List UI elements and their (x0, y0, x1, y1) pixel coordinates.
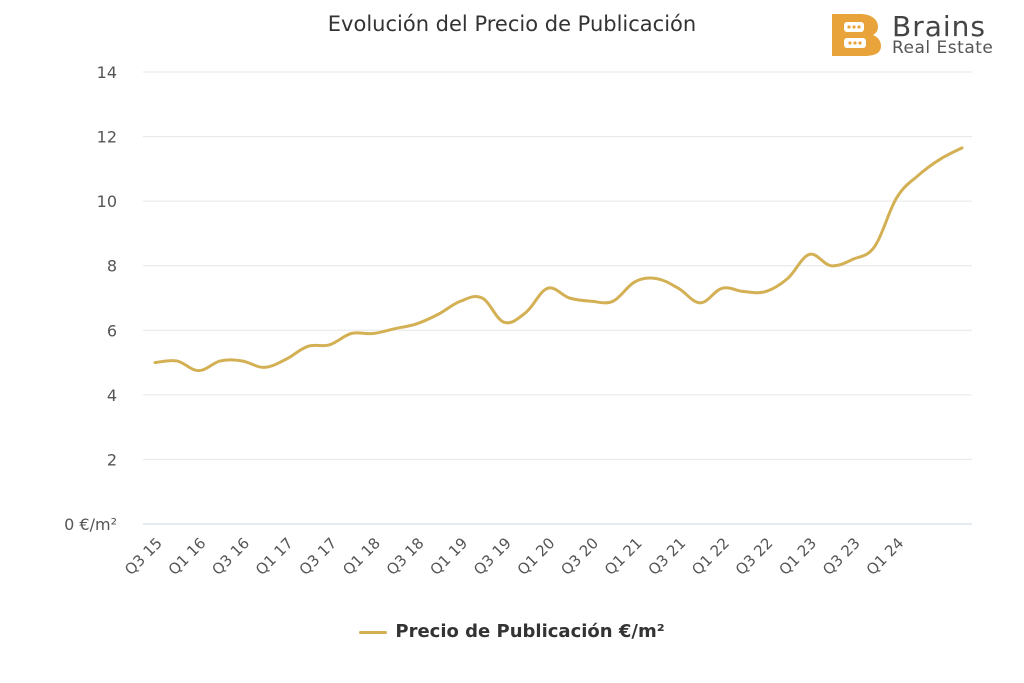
data-point[interactable] (653, 275, 661, 283)
data-point[interactable] (740, 288, 748, 296)
data-point[interactable] (413, 320, 421, 328)
x-tick-label: Q1 17 (252, 534, 297, 579)
y-axis-ticks: 0 €/m² 2 4 6 8 10 12 14 (64, 63, 117, 534)
chart-title: Evolución del Precio de Publicación (327, 12, 697, 36)
data-point[interactable] (936, 155, 944, 163)
data-point[interactable] (893, 194, 901, 202)
brand-name: Brains (892, 10, 986, 43)
data-point[interactable] (260, 363, 268, 371)
y-tick-label: 4 (107, 386, 117, 405)
data-point[interactable] (718, 284, 726, 292)
y-tick-label: 0 €/m² (64, 515, 117, 534)
series-layer (151, 144, 966, 375)
x-tick-label: Q1 18 (339, 534, 384, 579)
data-point[interactable] (347, 330, 355, 338)
x-tick-label: Q1 16 (165, 534, 210, 579)
data-point[interactable] (325, 341, 333, 349)
data-point[interactable] (522, 309, 530, 317)
data-point[interactable] (151, 359, 159, 367)
data-point[interactable] (609, 297, 617, 305)
data-point[interactable] (369, 330, 377, 338)
data-point[interactable] (565, 294, 573, 302)
y-tick-label: 6 (107, 321, 117, 340)
y-tick-label: 2 (107, 450, 117, 469)
x-tick-label: Q3 22 (732, 534, 777, 579)
data-point[interactable] (500, 318, 508, 326)
brand-logo-icon (832, 14, 881, 56)
data-point[interactable] (173, 357, 181, 365)
data-point[interactable] (871, 242, 879, 250)
x-tick-label: Q3 16 (208, 534, 253, 579)
brand-logo: Brains Real Estate (830, 10, 1020, 60)
x-tick-label: Q3 18 (383, 534, 428, 579)
grid-lines (143, 71, 972, 525)
legend-label: Precio de Publicación €/m² (395, 621, 665, 642)
x-tick-label: Q3 17 (296, 534, 341, 579)
data-point[interactable] (282, 355, 290, 363)
data-point[interactable] (805, 250, 813, 258)
x-tick-label: Q1 19 (426, 534, 471, 579)
x-tick-label: Q1 22 (688, 534, 733, 579)
data-point[interactable] (238, 357, 246, 365)
y-tick-label: 14 (97, 63, 117, 82)
data-point[interactable] (435, 310, 443, 318)
x-tick-label: Q3 23 (819, 534, 864, 579)
data-point[interactable] (827, 262, 835, 270)
data-point[interactable] (674, 284, 682, 292)
data-point[interactable] (195, 367, 203, 375)
data-point[interactable] (587, 297, 595, 305)
x-tick-label: Q3 20 (557, 534, 602, 579)
x-tick-label: Q3 15 (121, 534, 166, 579)
data-point[interactable] (958, 144, 966, 152)
data-point[interactable] (784, 275, 792, 283)
brand-subtitle: Real Estate (892, 38, 994, 58)
data-point[interactable] (304, 342, 312, 350)
data-point[interactable] (849, 255, 857, 263)
x-tick-label: Q1 21 (601, 534, 646, 579)
legend[interactable]: Precio de Publicación €/m² (0, 621, 1024, 642)
data-point[interactable] (762, 288, 770, 296)
data-point[interactable] (456, 297, 464, 305)
data-point[interactable] (391, 325, 399, 333)
y-tick-label: 8 (107, 257, 117, 276)
data-point[interactable] (216, 357, 224, 365)
data-point[interactable] (631, 278, 639, 286)
x-tick-label: Q3 19 (470, 534, 515, 579)
data-point[interactable] (544, 284, 552, 292)
data-point[interactable] (914, 171, 922, 179)
series-line-precio-publicacion[interactable] (153, 146, 964, 373)
x-tick-label: Q1 20 (514, 534, 559, 579)
x-tick-label: Q1 24 (863, 534, 908, 579)
legend-swatch (359, 630, 388, 634)
y-tick-label: 12 (97, 128, 117, 147)
data-point[interactable] (696, 299, 704, 307)
data-point[interactable] (478, 294, 486, 302)
x-tick-label: Q1 23 (775, 534, 820, 579)
x-tick-label: Q3 21 (645, 534, 690, 579)
y-tick-label: 10 (97, 192, 117, 211)
